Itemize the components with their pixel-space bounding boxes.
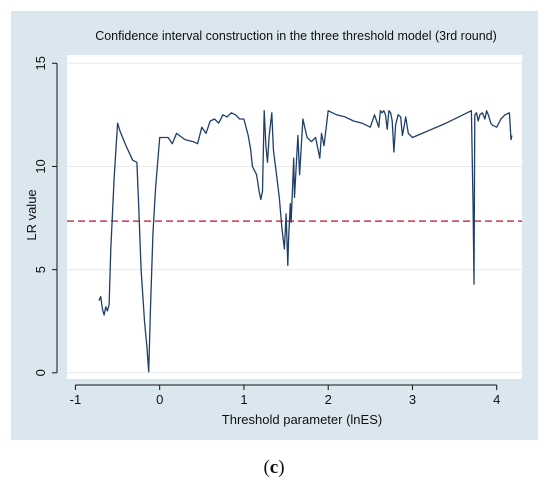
x-tick-label: 2 — [325, 392, 332, 407]
chart-title: Confidence interval construction in the … — [95, 29, 497, 43]
panel-label-close: ) — [278, 457, 284, 478]
panel-label: (c) — [263, 457, 284, 478]
y-tick-label: 10 — [33, 159, 48, 173]
y-tick-label: 15 — [33, 56, 48, 70]
x-tick-label: -1 — [70, 392, 82, 407]
y-tick-label: 5 — [33, 266, 48, 273]
panel-label-letter: c — [270, 457, 278, 478]
y-axis-title: LR value — [24, 189, 39, 240]
lr-value-series-line — [98, 110, 513, 373]
plot-area — [67, 55, 522, 379]
x-tick-label: 0 — [156, 392, 163, 407]
panel-label-open: ( — [263, 457, 269, 478]
y-tick-label: 0 — [33, 369, 48, 376]
x-tick-label: 1 — [240, 392, 247, 407]
x-tick-label: 3 — [409, 392, 416, 407]
x-tick-label: 4 — [493, 392, 500, 407]
axes: 0 5 10 15 -1 0 1 2 3 4 — [33, 56, 500, 407]
x-axis-title: Threshold parameter (lnES) — [222, 412, 382, 427]
